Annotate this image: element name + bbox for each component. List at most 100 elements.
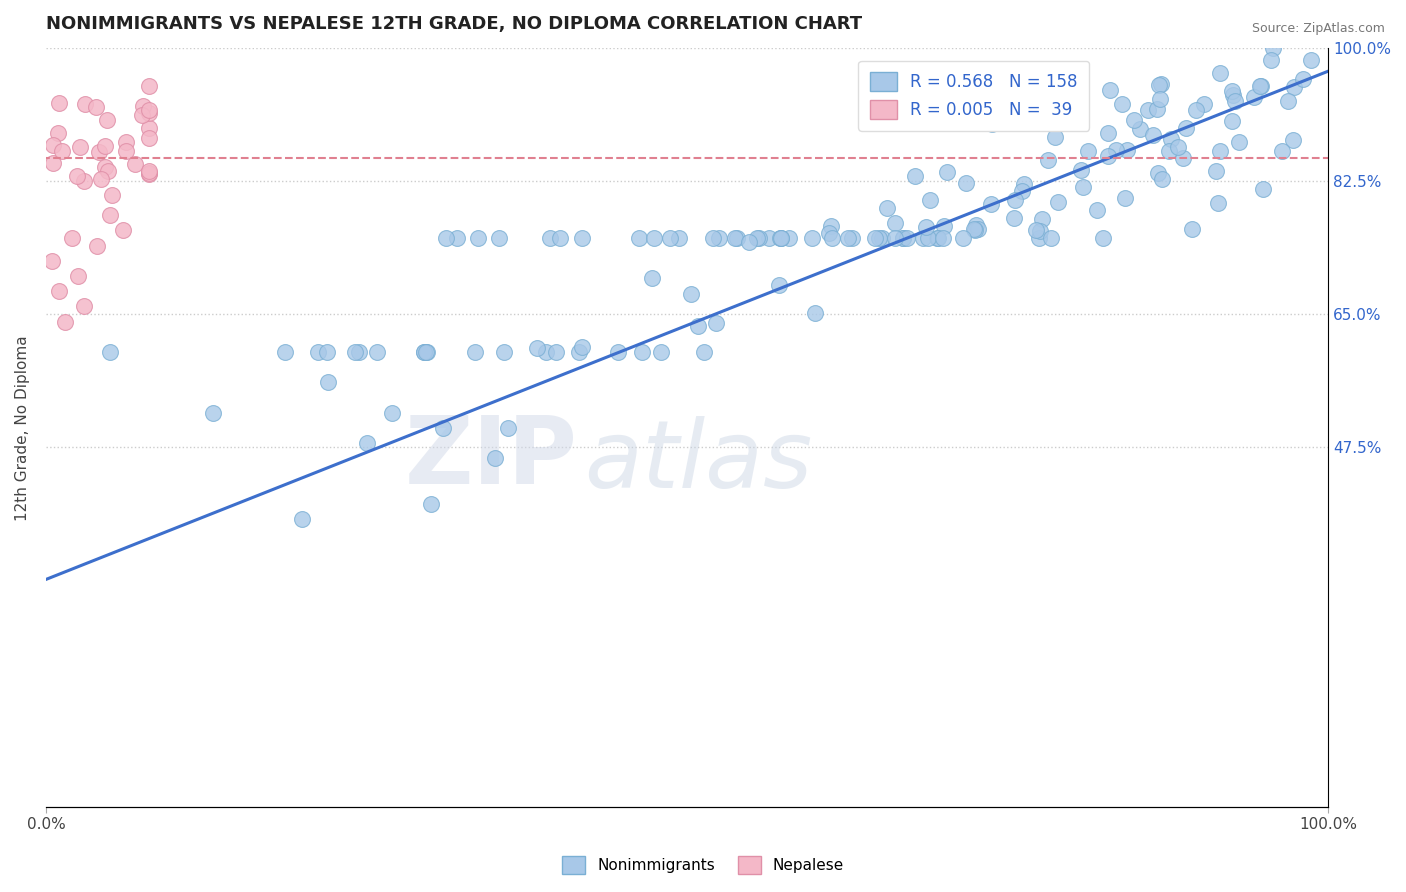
Point (704, 316, 727, 330)
Point (841, 231, 863, 245)
Point (568, 344, 591, 359)
Point (725, 231, 748, 245)
Point (1209, 144, 1232, 158)
Point (316, 344, 339, 359)
Point (702, 231, 724, 245)
Point (73, 173, 96, 187)
Point (668, 231, 690, 245)
Point (1185, 103, 1208, 117)
Point (1097, 149, 1119, 163)
Text: atlas: atlas (585, 417, 813, 508)
Text: Source: ZipAtlas.com: Source: ZipAtlas.com (1251, 22, 1385, 36)
Point (494, 344, 516, 359)
Point (1160, 132, 1182, 146)
Point (855, 95, 877, 109)
Point (138, 167, 160, 181)
Point (980, 197, 1002, 211)
Point (96, 112, 118, 127)
Point (316, 375, 339, 389)
Point (952, 231, 974, 245)
Point (747, 231, 769, 245)
Point (1251, 182, 1274, 196)
Point (1222, 88, 1244, 103)
Point (415, 344, 437, 359)
Point (1147, 78, 1170, 92)
Legend: R = 0.568   N = 158, R = 0.005   N =  39: R = 0.568 N = 158, R = 0.005 N = 39 (858, 61, 1090, 131)
Point (914, 220, 936, 235)
Point (132, 99, 155, 113)
Point (90, 172, 112, 186)
Point (53, 314, 76, 328)
Point (548, 231, 571, 245)
Point (876, 202, 898, 216)
Point (631, 344, 654, 359)
Point (1012, 178, 1035, 192)
Point (1150, 77, 1173, 91)
Point (884, 231, 907, 245)
Point (1173, 151, 1195, 165)
Point (821, 231, 844, 245)
Point (1260, 54, 1282, 68)
Point (51, 144, 73, 158)
Point (1209, 65, 1232, 79)
Point (748, 231, 770, 245)
Point (66, 268, 89, 283)
Point (1045, 130, 1067, 145)
Point (1159, 144, 1181, 158)
Point (912, 231, 935, 245)
Point (1129, 121, 1152, 136)
Point (1142, 128, 1164, 143)
Point (1206, 196, 1229, 211)
Point (138, 106, 160, 120)
Point (84, 100, 107, 114)
Point (707, 231, 730, 245)
Point (896, 231, 918, 245)
Point (1223, 94, 1246, 108)
Point (93, 161, 115, 175)
Point (1249, 78, 1271, 93)
Point (138, 131, 160, 145)
Point (138, 121, 160, 136)
Point (1028, 231, 1050, 245)
Point (434, 231, 457, 245)
Point (416, 344, 439, 359)
Point (778, 231, 800, 245)
Point (800, 231, 823, 245)
Point (738, 235, 761, 249)
Point (891, 231, 914, 245)
Point (484, 451, 506, 466)
Point (73, 96, 96, 111)
Point (628, 231, 651, 245)
Text: ZIP: ZIP (405, 412, 578, 504)
Point (66, 169, 89, 183)
Point (571, 340, 593, 354)
Point (488, 231, 510, 245)
Point (920, 193, 942, 207)
Point (1011, 184, 1033, 198)
Point (97, 164, 120, 178)
Point (41, 253, 63, 268)
Point (963, 222, 986, 236)
Point (1039, 231, 1062, 245)
Point (1299, 54, 1322, 68)
Point (124, 156, 146, 170)
Point (138, 103, 160, 117)
Point (932, 231, 955, 245)
Point (1175, 121, 1198, 136)
Point (1192, 96, 1215, 111)
Point (138, 79, 160, 94)
Point (955, 176, 977, 190)
Point (86, 238, 108, 252)
Point (1147, 166, 1170, 180)
Point (94, 138, 117, 153)
Point (138, 164, 160, 178)
Point (111, 223, 134, 237)
Point (73, 299, 96, 313)
Point (650, 344, 672, 359)
Point (467, 231, 489, 245)
Point (1220, 84, 1243, 98)
Point (114, 136, 136, 150)
Point (571, 231, 593, 245)
Point (1277, 95, 1299, 109)
Point (758, 231, 780, 245)
